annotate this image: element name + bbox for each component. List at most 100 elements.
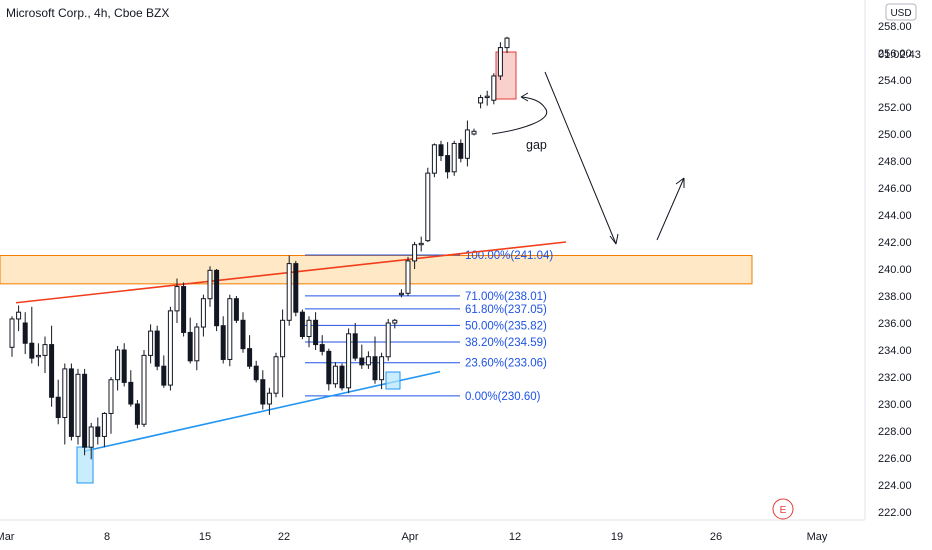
candle[interactable]	[359, 344, 365, 369]
fib-level-label: 38.20%(234.59)	[465, 337, 547, 349]
fib-level-label: 61.80%(237.05)	[465, 304, 547, 316]
candle[interactable]	[398, 289, 404, 298]
candle[interactable]	[16, 305, 22, 332]
candle[interactable]	[141, 350, 147, 427]
fibonacci-retracement[interactable]: 100.00%(241.04) 71.00%(238.01)61.80%(237.…	[305, 250, 553, 403]
candle[interactable]	[464, 120, 470, 167]
candle[interactable]	[22, 312, 28, 355]
candle[interactable]	[491, 73, 497, 105]
candle[interactable]	[438, 140, 444, 161]
candle[interactable]	[154, 325, 160, 371]
candle[interactable]	[280, 309, 286, 398]
candle[interactable]	[332, 362, 338, 388]
candle[interactable]	[266, 387, 272, 415]
support-trendline[interactable]	[83, 370, 441, 453]
candle[interactable]	[220, 316, 226, 364]
candle[interactable]	[247, 335, 253, 369]
candle[interactable]	[121, 343, 127, 387]
candle[interactable]	[55, 379, 61, 425]
candle[interactable]	[68, 363, 74, 441]
candle[interactable]	[167, 306, 173, 391]
candle[interactable]	[293, 260, 299, 317]
candle[interactable]	[273, 352, 279, 398]
candle[interactable]	[108, 377, 114, 434]
price-axis[interactable]: 258.00 256.00 254.00 252.00 250.00 248.00 246.…	[878, 21, 912, 519]
candle[interactable]	[148, 324, 154, 364]
candle[interactable]	[88, 422, 94, 460]
price-tick-label: 244.00	[878, 210, 912, 222]
candle[interactable]	[326, 348, 332, 391]
candle[interactable]	[504, 36, 510, 53]
candle[interactable]	[478, 94, 484, 109]
candle[interactable]	[385, 318, 391, 361]
candle[interactable]	[299, 309, 305, 340]
candle[interactable]	[187, 317, 193, 364]
projection-arrow-up[interactable]	[656, 177, 685, 241]
candle[interactable]	[82, 368, 88, 456]
candle[interactable]	[445, 142, 451, 179]
candle[interactable]	[101, 412, 107, 448]
candle[interactable]	[497, 42, 503, 80]
earnings-event-label: E	[780, 505, 787, 516]
price-tick-label: 238.00	[878, 291, 912, 303]
price-tick-label: 222.00	[878, 507, 912, 519]
candle[interactable]	[352, 323, 358, 361]
candle[interactable]	[207, 266, 213, 307]
candle[interactable]	[458, 139, 464, 163]
candle[interactable]	[214, 269, 220, 332]
candle[interactable]	[161, 355, 167, 388]
fib-level-label: 71.00%(238.01)	[465, 291, 547, 303]
candle[interactable]	[286, 255, 292, 326]
candle[interactable]	[128, 370, 134, 407]
candle[interactable]	[306, 316, 312, 348]
candle[interactable]	[134, 399, 140, 429]
candle[interactable]	[29, 306, 35, 364]
candle[interactable]	[379, 352, 385, 390]
candle[interactable]	[227, 294, 233, 367]
candle[interactable]	[319, 335, 325, 356]
candle[interactable]	[339, 363, 345, 391]
price-tick-label: 246.00	[878, 183, 912, 195]
candle[interactable]	[75, 368, 81, 445]
candle[interactable]	[484, 90, 490, 106]
candle[interactable]	[372, 336, 378, 384]
projection-arrow-down[interactable]	[544, 71, 619, 245]
candle[interactable]	[49, 325, 55, 407]
candle[interactable]	[260, 370, 266, 410]
candle[interactable]	[181, 282, 187, 337]
candle[interactable]	[471, 128, 477, 136]
candle[interactable]	[194, 323, 200, 371]
candle[interactable]	[9, 316, 15, 357]
time-tick-label: May	[807, 531, 828, 543]
candle[interactable]	[233, 296, 239, 323]
candle[interactable]	[174, 278, 180, 323]
fib-low-highlight-box[interactable]	[385, 371, 401, 390]
candle[interactable]	[346, 328, 352, 394]
candle[interactable]	[451, 140, 457, 176]
currency-badge-box[interactable]	[885, 3, 917, 21]
price-tick-label: 254.00	[878, 75, 912, 87]
candle[interactable]	[425, 167, 431, 242]
time-tick-label: 19	[611, 531, 623, 543]
candle[interactable]	[431, 143, 437, 178]
candle[interactable]	[35, 343, 41, 367]
price-tick-label: 250.00	[878, 129, 912, 141]
candle[interactable]	[95, 417, 101, 445]
candle[interactable]	[392, 318, 398, 329]
candle[interactable]	[115, 345, 121, 391]
time-axis[interactable]: Mar 8 15 22 Apr 12 19 26 May	[0, 531, 828, 543]
gap-arrow[interactable]	[491, 92, 548, 135]
earnings-event-badge[interactable]	[772, 498, 794, 520]
candle[interactable]	[418, 236, 424, 252]
candle[interactable]	[200, 294, 206, 337]
candle[interactable]	[365, 351, 371, 369]
candle[interactable]	[412, 242, 418, 269]
candle[interactable]	[42, 336, 48, 373]
candle[interactable]	[62, 363, 68, 445]
candle[interactable]	[405, 256, 411, 296]
candle[interactable]	[313, 312, 319, 350]
candle[interactable]	[240, 312, 246, 353]
candle[interactable]	[253, 360, 259, 383]
resistance-zone[interactable]	[0, 255, 753, 285]
